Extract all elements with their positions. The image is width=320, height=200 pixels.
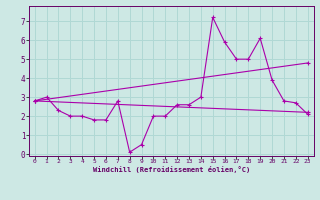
- X-axis label: Windchill (Refroidissement éolien,°C): Windchill (Refroidissement éolien,°C): [92, 166, 250, 173]
